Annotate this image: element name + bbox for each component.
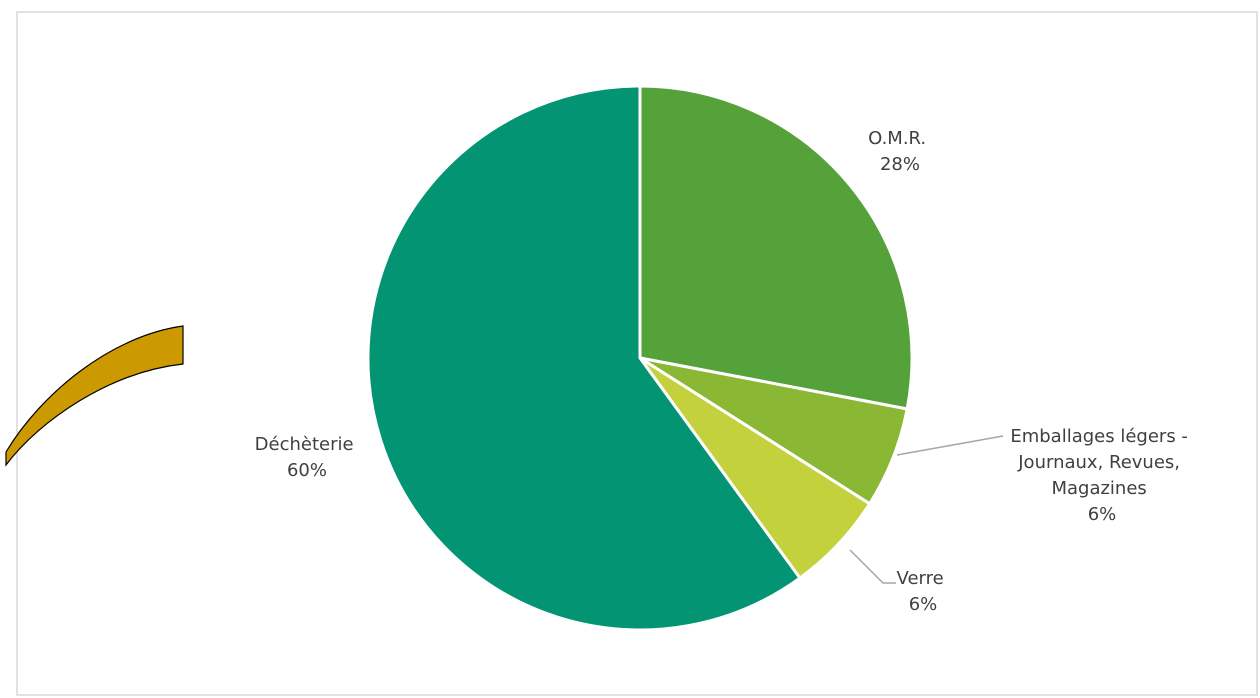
- label-verre-value: 6%: [909, 594, 938, 615]
- data-label-verre: Verre 6%: [897, 568, 950, 615]
- label-emballages-line3: Magazines: [1051, 478, 1146, 499]
- pie-slices: [366, 84, 914, 632]
- label-omr-name: O.M.R.: [868, 128, 926, 149]
- label-verre-name: Verre: [897, 568, 944, 589]
- leader-line-emballages: [896, 435, 1004, 456]
- leader-line-verre: [849, 549, 896, 584]
- data-label-emballages: Emballages légers - Journaux, Revues, Ma…: [1010, 426, 1193, 525]
- slice-decheterie: [366, 84, 802, 632]
- label-emballages-line2: Journaux, Revues,: [1017, 452, 1180, 473]
- decorative-arc: [5, 325, 184, 467]
- label-decheterie-value: 60%: [287, 460, 327, 481]
- label-emballages-line1: Emballages légers -: [1010, 426, 1188, 447]
- slice-omr: [638, 84, 914, 411]
- label-emballages-value: 6%: [1088, 504, 1117, 525]
- label-decheterie-name: Déchèterie: [255, 434, 354, 455]
- label-omr-value: 28%: [880, 154, 920, 175]
- chart-border: [16, 11, 1258, 696]
- data-label-decheterie: Déchèterie 60%: [255, 434, 360, 481]
- data-label-omr: O.M.R. 28%: [868, 128, 932, 175]
